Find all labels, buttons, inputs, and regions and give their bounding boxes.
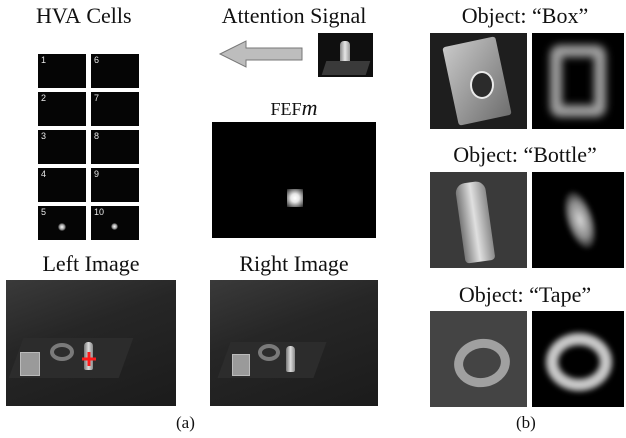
right-image-title: Right Image bbox=[239, 251, 349, 276]
bottle-activation bbox=[557, 187, 603, 253]
object-bottle-image bbox=[430, 172, 527, 268]
box-activation bbox=[550, 45, 606, 117]
attention-signal-title: Attention Signal bbox=[221, 3, 367, 28]
hva-cell-grid: 1 6 2 7 3 8 4 9 5 10 bbox=[38, 54, 142, 248]
tape-activation bbox=[546, 333, 612, 391]
left-image-title: Left Image bbox=[42, 251, 140, 276]
bottle-shape bbox=[340, 41, 350, 63]
hva-cells-title: HVA Cells bbox=[36, 3, 132, 28]
box-shape bbox=[232, 354, 250, 376]
box-shape bbox=[20, 352, 40, 376]
bottle-shape bbox=[454, 180, 496, 264]
caption-b: (b) bbox=[516, 413, 536, 432]
right-image bbox=[210, 280, 378, 406]
hva-cell-1: 1 bbox=[38, 54, 86, 88]
activation-blob bbox=[58, 223, 66, 231]
tape-shape bbox=[450, 334, 514, 392]
target-cross-icon bbox=[82, 352, 96, 366]
caption-a: (a) bbox=[176, 413, 195, 432]
hva-cell-10: 10 bbox=[91, 206, 139, 240]
hva-cell-2: 2 bbox=[38, 92, 86, 126]
left-image bbox=[6, 280, 176, 406]
object-bottle-title: Object: “Bottle” bbox=[453, 142, 597, 167]
object-box-title: Object: “Box” bbox=[461, 3, 589, 28]
attention-signal-image bbox=[318, 33, 373, 77]
hva-cell-4: 4 bbox=[38, 168, 86, 202]
hva-cell-7: 7 bbox=[91, 92, 139, 126]
table-shape bbox=[321, 61, 371, 75]
hva-cell-6: 6 bbox=[91, 54, 139, 88]
bottle-shape bbox=[286, 346, 295, 372]
arrow-left-icon bbox=[218, 40, 303, 68]
object-box-map bbox=[532, 33, 624, 129]
tape-shape bbox=[258, 344, 280, 361]
fefm-activation bbox=[287, 189, 303, 207]
tape-shape bbox=[50, 343, 74, 361]
fefm-map bbox=[212, 122, 376, 238]
hva-cell-5: 5 bbox=[38, 206, 86, 240]
hva-cell-3: 3 bbox=[38, 130, 86, 164]
object-tape-title: Object: “Tape” bbox=[458, 282, 592, 307]
hva-cell-8: 8 bbox=[91, 130, 139, 164]
box-window bbox=[470, 71, 494, 99]
object-tape-map bbox=[532, 311, 624, 407]
activation-blob bbox=[111, 223, 118, 230]
fefm-title: FEFm bbox=[270, 95, 318, 120]
object-bottle-map bbox=[532, 172, 624, 268]
object-tape-image bbox=[430, 311, 527, 407]
hva-cell-9: 9 bbox=[91, 168, 139, 202]
object-box-image bbox=[430, 33, 527, 129]
